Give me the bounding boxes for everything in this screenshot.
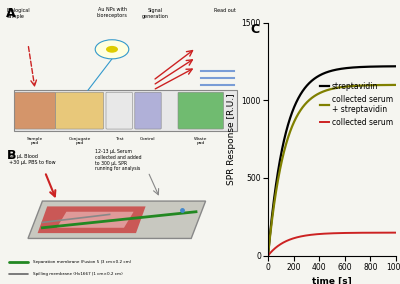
collected serum xyxy=(315,233,320,236)
collected serum xyxy=(377,231,382,234)
streptavidin xyxy=(315,75,320,79)
streptavidin xyxy=(280,145,285,149)
FancyBboxPatch shape xyxy=(106,92,132,129)
FancyBboxPatch shape xyxy=(178,92,224,129)
Text: B: B xyxy=(6,149,16,162)
Text: Read out: Read out xyxy=(214,9,236,13)
collected serum xyxy=(320,232,325,235)
Text: Separation membrane (Fusion 5 |3 cm×0.2 cm): Separation membrane (Fusion 5 |3 cm×0.2 … xyxy=(33,260,131,264)
Polygon shape xyxy=(14,90,237,131)
Line: collected serum
+ streptavidin: collected serum + streptavidin xyxy=(268,85,396,256)
Circle shape xyxy=(106,46,118,53)
Text: 50 μL Blood
+30 μL PBS to flow: 50 μL Blood +30 μL PBS to flow xyxy=(9,154,56,165)
Polygon shape xyxy=(57,212,134,228)
Text: Test: Test xyxy=(115,137,124,141)
FancyBboxPatch shape xyxy=(15,92,56,129)
Line: collected serum: collected serum xyxy=(268,233,396,256)
Text: Signal
generation: Signal generation xyxy=(142,9,169,19)
Text: Au NPs with
bioreceptors: Au NPs with bioreceptors xyxy=(96,7,128,18)
collected serum xyxy=(391,231,396,234)
Line: streptavidin: streptavidin xyxy=(268,66,396,256)
collected serum
+ streptavidin xyxy=(320,90,325,93)
collected serum
+ streptavidin xyxy=(288,130,292,133)
Text: Spilling membrane (Hv1667 |1 cm×0.2 cm): Spilling membrane (Hv1667 |1 cm×0.2 cm) xyxy=(33,272,122,277)
Polygon shape xyxy=(38,206,146,233)
Text: Sample
pad: Sample pad xyxy=(27,137,43,145)
collected serum xyxy=(266,254,270,257)
streptavidin xyxy=(266,254,270,257)
collected serum
+ streptavidin xyxy=(391,83,396,87)
Circle shape xyxy=(95,40,129,59)
collected serum xyxy=(280,241,285,245)
Text: A: A xyxy=(6,7,16,20)
Polygon shape xyxy=(28,201,206,239)
streptavidin xyxy=(288,116,292,120)
streptavidin xyxy=(391,64,396,68)
streptavidin xyxy=(320,72,325,76)
Text: 12-13 μL Serum
collected and added
to 300 μL SPR
running for analysis: 12-13 μL Serum collected and added to 30… xyxy=(95,149,142,172)
Legend: streptavidin, collected serum
+ streptavidin, collected serum: streptavidin, collected serum + streptav… xyxy=(318,80,395,128)
Text: Conjugate
pad: Conjugate pad xyxy=(68,137,91,145)
collected serum xyxy=(288,238,292,241)
streptavidin xyxy=(377,65,382,68)
collected serum
+ streptavidin xyxy=(394,83,398,87)
Text: Control: Control xyxy=(140,137,156,141)
Text: Biological
sample: Biological sample xyxy=(6,9,30,19)
collected serum
+ streptavidin xyxy=(280,156,285,159)
collected serum
+ streptavidin xyxy=(315,93,320,96)
Y-axis label: SPR Response [R.U.]: SPR Response [R.U.] xyxy=(227,93,236,185)
FancyBboxPatch shape xyxy=(56,92,104,129)
FancyBboxPatch shape xyxy=(135,92,161,129)
Text: Waste
pad: Waste pad xyxy=(194,137,208,145)
collected serum
+ streptavidin xyxy=(266,254,270,257)
Text: C: C xyxy=(250,23,259,36)
streptavidin xyxy=(394,64,398,68)
collected serum xyxy=(394,231,398,234)
X-axis label: time [s]: time [s] xyxy=(312,277,352,284)
collected serum
+ streptavidin xyxy=(377,83,382,87)
